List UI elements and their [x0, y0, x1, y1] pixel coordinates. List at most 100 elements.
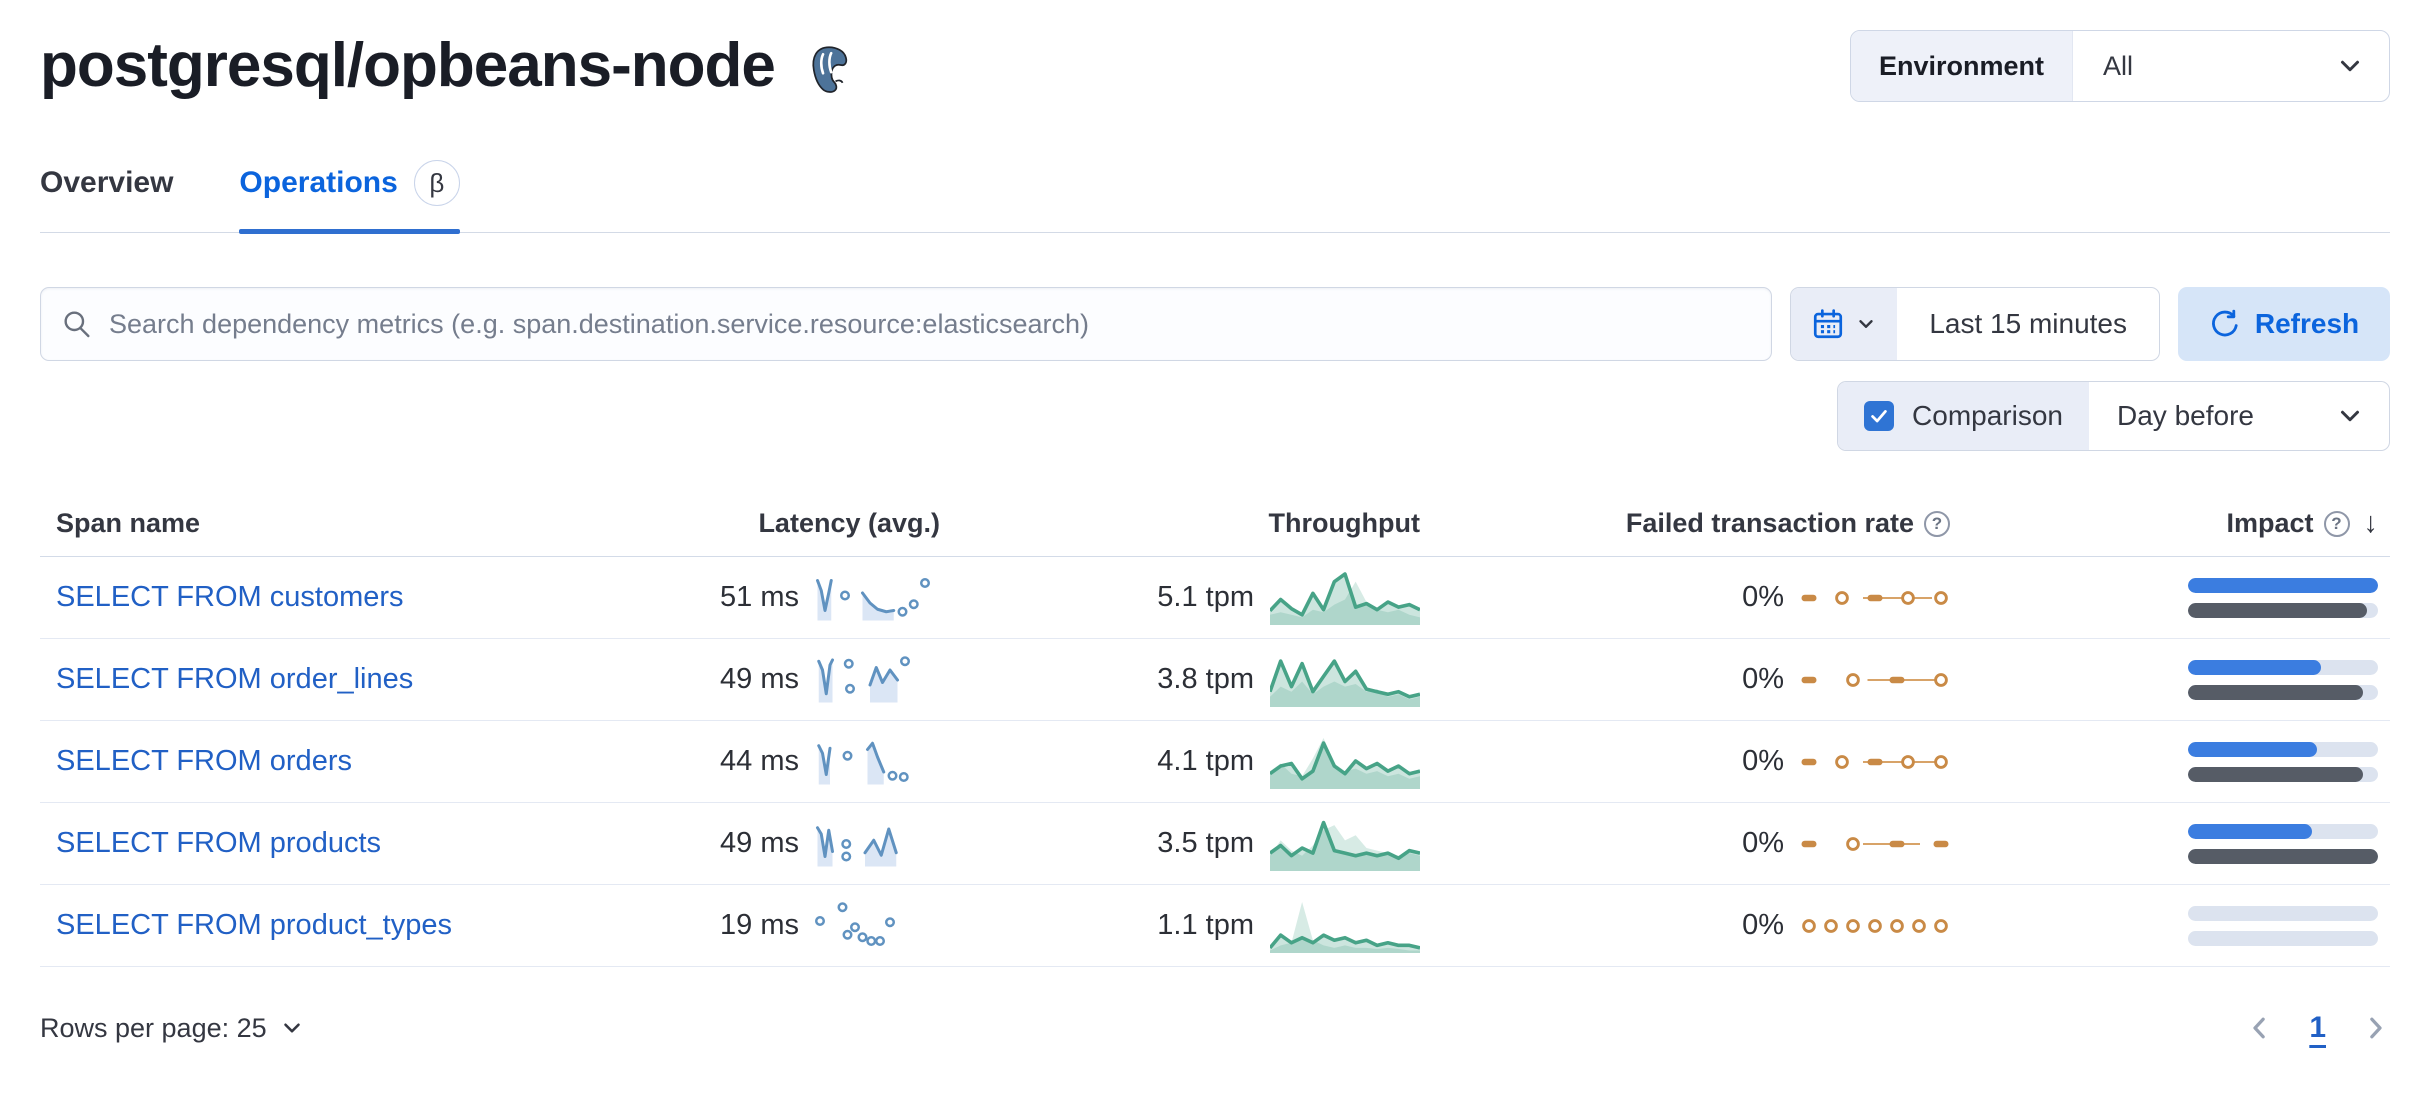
search-icon	[64, 311, 90, 338]
next-page-icon[interactable]	[2360, 1013, 2390, 1043]
comparison-checkbox[interactable]	[1864, 401, 1895, 431]
environment-selected-value: All	[2103, 50, 2134, 81]
comparison-label: Comparison	[1912, 400, 2063, 431]
tab-overview-label: Overview	[40, 166, 174, 199]
chevron-down-icon	[283, 1023, 300, 1033]
latency-value: 49 ms	[720, 827, 799, 859]
column-header-impact-label: Impact	[2226, 508, 2314, 538]
help-icon: ?	[2323, 510, 2350, 537]
impact-bar-previous-track	[2188, 766, 2378, 782]
column-header-impact[interactable]: Impact ? ↓	[1950, 507, 2390, 540]
operations-table: Span name Latency (avg.) Throughput Fail…	[40, 507, 2390, 967]
impact-bar-previous	[2188, 684, 2363, 700]
time-range-button[interactable]: Last 15 minutes	[1929, 308, 2127, 339]
failed-rate-sparkline	[1801, 836, 1949, 851]
column-header-failed-rate-label: Failed transaction rate	[1625, 508, 1914, 538]
latency-value: 49 ms	[720, 663, 799, 695]
pagination: 1	[2245, 1011, 2390, 1045]
impact-bar-previous-track	[2188, 684, 2378, 700]
failed-rate-value: 0%	[1742, 745, 1784, 777]
throughput-sparkline	[1270, 820, 1420, 871]
failed-rate-sparkline	[1801, 590, 1948, 605]
impact-bar-previous-track	[2188, 848, 2378, 864]
table-header-row: Span name Latency (avg.) Throughput Fail…	[40, 507, 2390, 557]
impact-bar-previous-track	[2188, 602, 2378, 618]
impact-bar-current-track	[2188, 905, 2378, 921]
previous-page-icon[interactable]	[2245, 1013, 2275, 1043]
impact-bar-current	[2188, 659, 2321, 675]
impact-bar-current	[2188, 741, 2318, 757]
column-header-span-name[interactable]: Span name	[56, 508, 201, 538]
impact-bar-current-track	[2188, 659, 2378, 675]
latency-sparkline	[816, 825, 898, 866]
table-row: SELECT FROM order_lines 49 ms 3.8 tpm 0%	[40, 639, 2390, 721]
column-header-latency[interactable]: Latency (avg.)	[758, 508, 940, 538]
tab-operations[interactable]: Operations β	[239, 160, 461, 234]
tab-overview[interactable]: Overview	[40, 160, 173, 232]
throughput-value: 5.1 tpm	[1157, 581, 1254, 613]
throughput-value: 3.5 tpm	[1157, 827, 1254, 859]
date-picker-quick-menu[interactable]	[1791, 288, 1898, 360]
comparison-select[interactable]: Day before	[2089, 382, 2389, 450]
throughput-value: 4.1 tpm	[1157, 745, 1254, 777]
failed-rate-sparkline	[1801, 754, 1948, 769]
latency-value: 19 ms	[720, 909, 799, 941]
toolbar: Last 15 minutes Refresh	[40, 287, 2390, 361]
failed-rate-value: 0%	[1742, 827, 1784, 859]
throughput-value: 3.8 tpm	[1157, 663, 1254, 695]
environment-filter-label: Environment	[1850, 31, 2073, 101]
throughput-value: 1.1 tpm	[1157, 909, 1254, 941]
failed-rate-value: 0%	[1742, 909, 1784, 941]
span-name-link[interactable]: SELECT FROM product_types	[56, 909, 452, 941]
impact-bar-previous	[2188, 602, 2367, 618]
beta-badge: β	[413, 160, 460, 206]
impact-bar-previous-track	[2188, 930, 2378, 946]
table-row: SELECT FROM customers 51 ms 5.1 tpm 0%	[40, 557, 2390, 639]
impact-bar-previous	[2188, 848, 2378, 864]
comparison-control: Comparison Day before	[1837, 381, 2390, 451]
search-input[interactable]	[109, 308, 1752, 340]
chevron-down-icon	[2341, 60, 2359, 72]
failed-rate-value: 0%	[1742, 581, 1784, 613]
dependency-detail-page: postgresql/opbeans-node Environment All …	[40, 30, 2390, 1045]
table-body: SELECT FROM customers 51 ms 5.1 tpm 0% S…	[40, 557, 2390, 967]
rows-per-page-label: Rows per page: 25	[40, 1012, 267, 1043]
date-picker: Last 15 minutes	[1790, 287, 2160, 361]
latency-value: 51 ms	[720, 581, 799, 613]
calendar-icon	[1814, 309, 1843, 339]
chevron-down-icon	[1859, 320, 1874, 328]
latency-sparkline	[815, 901, 895, 946]
column-header-failed-rate[interactable]: Failed transaction rate ?	[1420, 507, 1950, 540]
impact-bar-previous	[2188, 766, 2363, 782]
latency-value: 44 ms	[720, 745, 799, 777]
span-name-link[interactable]: SELECT FROM orders	[56, 745, 352, 777]
failed-rate-sparkline	[1802, 918, 1948, 933]
impact-bar-current-track	[2188, 741, 2378, 757]
throughput-sparkline	[1270, 901, 1420, 953]
latency-sparkline	[817, 741, 909, 784]
latency-sparkline	[816, 577, 930, 620]
chevron-down-icon	[2341, 410, 2359, 422]
page-title: postgresql/opbeans-node	[40, 31, 776, 100]
refresh-button[interactable]: Refresh	[2178, 287, 2390, 361]
table-row: SELECT FROM orders 44 ms 4.1 tpm 0%	[40, 721, 2390, 803]
environment-select[interactable]: All	[2073, 31, 2389, 101]
failed-rate-sparkline	[1801, 672, 1948, 687]
throughput-sparkline	[1270, 658, 1420, 707]
comparison-selected-value: Day before	[2117, 400, 2254, 431]
column-header-throughput[interactable]: Throughput	[1268, 508, 1420, 538]
impact-bar-current-track	[2188, 577, 2378, 593]
refresh-icon	[2211, 309, 2238, 337]
postgresql-logo-icon	[812, 45, 847, 93]
page-number[interactable]: 1	[2309, 1011, 2326, 1044]
span-name-link[interactable]: SELECT FROM order_lines	[56, 663, 414, 695]
impact-bar-current	[2188, 577, 2378, 593]
table-row: SELECT FROM products 49 ms 3.5 tpm 0%	[40, 803, 2390, 885]
impact-bar-current	[2188, 823, 2312, 839]
refresh-button-label: Refresh	[2254, 308, 2360, 339]
rows-per-page-button[interactable]: Rows per page: 25	[40, 1013, 305, 1044]
span-name-link[interactable]: SELECT FROM products	[56, 827, 382, 859]
page-header: postgresql/opbeans-node Environment All	[40, 30, 2390, 102]
span-name-link[interactable]: SELECT FROM customers	[56, 581, 404, 613]
impact-bar-current-track	[2188, 823, 2378, 839]
